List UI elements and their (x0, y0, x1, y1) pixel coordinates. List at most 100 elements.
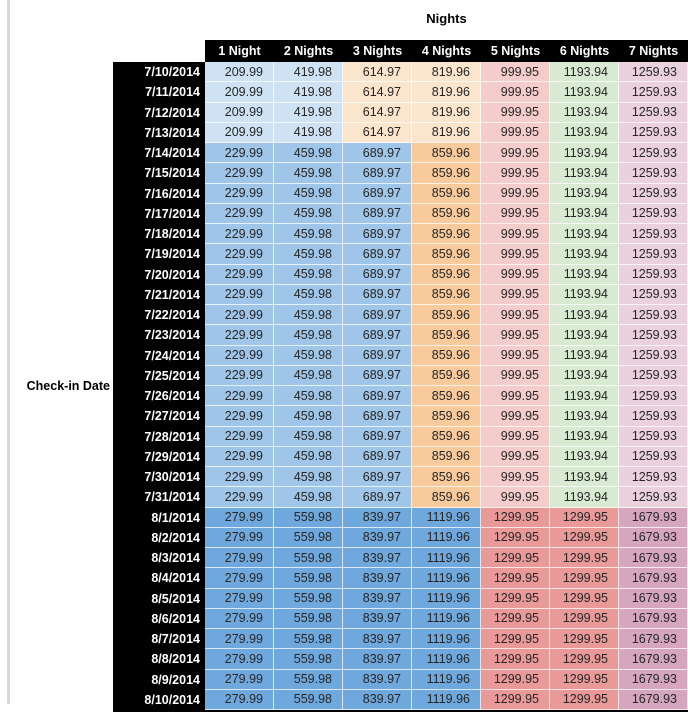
price-cell[interactable]: 1299.95 (481, 568, 550, 589)
price-cell[interactable]: 459.98 (274, 365, 343, 386)
price-cell[interactable]: 279.99 (205, 629, 274, 650)
price-cell[interactable]: 1679.93 (619, 629, 688, 650)
row-header-date[interactable]: 7/19/2014 (113, 244, 205, 265)
price-cell[interactable]: 279.99 (205, 689, 274, 710)
price-cell[interactable]: 819.96 (412, 122, 481, 143)
row-header-date[interactable]: 8/4/2014 (113, 568, 205, 589)
price-cell[interactable]: 1259.93 (619, 406, 688, 427)
price-cell[interactable]: 1679.93 (619, 689, 688, 710)
price-cell[interactable]: 999.95 (481, 122, 550, 143)
price-cell[interactable]: 999.95 (481, 82, 550, 103)
price-cell[interactable]: 689.97 (343, 345, 412, 366)
price-cell[interactable]: 1299.95 (550, 608, 619, 629)
row-header-date[interactable]: 7/21/2014 (113, 284, 205, 305)
row-header-date[interactable]: 7/15/2014 (113, 163, 205, 184)
price-cell[interactable]: 614.97 (343, 62, 412, 83)
price-cell[interactable]: 1193.94 (550, 143, 619, 164)
price-cell[interactable]: 209.99 (205, 62, 274, 83)
price-cell[interactable]: 459.98 (274, 487, 343, 508)
price-cell[interactable]: 839.97 (343, 568, 412, 589)
row-header-date[interactable]: 8/1/2014 (113, 507, 205, 528)
price-cell[interactable]: 1193.94 (550, 426, 619, 447)
price-cell[interactable]: 1299.95 (550, 588, 619, 609)
price-cell[interactable]: 999.95 (481, 365, 550, 386)
price-cell[interactable]: 839.97 (343, 507, 412, 528)
price-cell[interactable]: 459.98 (274, 386, 343, 407)
price-cell[interactable]: 839.97 (343, 548, 412, 569)
price-cell[interactable]: 1299.95 (550, 689, 619, 710)
price-cell[interactable]: 859.96 (412, 467, 481, 488)
price-cell[interactable]: 1193.94 (550, 305, 619, 326)
price-cell[interactable]: 229.99 (205, 406, 274, 427)
row-header-date[interactable]: 7/27/2014 (113, 406, 205, 427)
price-cell[interactable]: 1299.95 (550, 527, 619, 548)
price-cell[interactable]: 1259.93 (619, 244, 688, 265)
price-cell[interactable]: 859.96 (412, 163, 481, 184)
price-cell[interactable]: 459.98 (274, 426, 343, 447)
row-header-date[interactable]: 8/3/2014 (113, 548, 205, 569)
price-cell[interactable]: 1193.94 (550, 345, 619, 366)
price-cell[interactable]: 1679.93 (619, 527, 688, 548)
price-cell[interactable]: 859.96 (412, 284, 481, 305)
price-cell[interactable]: 279.99 (205, 568, 274, 589)
row-header-date[interactable]: 7/11/2014 (113, 82, 205, 103)
price-cell[interactable]: 459.98 (274, 183, 343, 204)
column-header-2-nights[interactable]: 2 Nights (274, 40, 343, 62)
price-cell[interactable]: 859.96 (412, 426, 481, 447)
price-cell[interactable]: 229.99 (205, 305, 274, 326)
price-cell[interactable]: 1193.94 (550, 284, 619, 305)
price-cell[interactable]: 1259.93 (619, 203, 688, 224)
price-cell[interactable]: 459.98 (274, 224, 343, 245)
price-cell[interactable]: 689.97 (343, 244, 412, 265)
price-cell[interactable]: 839.97 (343, 588, 412, 609)
price-cell[interactable]: 559.98 (274, 689, 343, 710)
price-cell[interactable]: 459.98 (274, 264, 343, 285)
price-cell[interactable]: 859.96 (412, 143, 481, 164)
price-cell[interactable]: 1679.93 (619, 649, 688, 670)
price-cell[interactable]: 819.96 (412, 82, 481, 103)
price-cell[interactable]: 1299.95 (481, 629, 550, 650)
price-cell[interactable]: 839.97 (343, 608, 412, 629)
price-cell[interactable]: 1299.95 (550, 649, 619, 670)
price-cell[interactable]: 999.95 (481, 224, 550, 245)
price-cell[interactable]: 209.99 (205, 82, 274, 103)
price-cell[interactable]: 229.99 (205, 244, 274, 265)
price-cell[interactable]: 1259.93 (619, 224, 688, 245)
row-header-date[interactable]: 8/5/2014 (113, 588, 205, 609)
price-cell[interactable]: 279.99 (205, 527, 274, 548)
price-cell[interactable]: 689.97 (343, 446, 412, 467)
price-cell[interactable]: 689.97 (343, 284, 412, 305)
price-cell[interactable]: 229.99 (205, 284, 274, 305)
price-cell[interactable]: 229.99 (205, 345, 274, 366)
price-cell[interactable]: 859.96 (412, 224, 481, 245)
price-cell[interactable]: 1299.95 (481, 548, 550, 569)
price-cell[interactable]: 1259.93 (619, 386, 688, 407)
row-header-date[interactable]: 8/10/2014 (113, 689, 205, 710)
price-cell[interactable]: 1299.95 (481, 649, 550, 670)
price-cell[interactable]: 689.97 (343, 203, 412, 224)
price-cell[interactable]: 1119.96 (412, 568, 481, 589)
price-cell[interactable]: 1259.93 (619, 143, 688, 164)
price-cell[interactable]: 859.96 (412, 386, 481, 407)
price-cell[interactable]: 1193.94 (550, 467, 619, 488)
price-cell[interactable]: 689.97 (343, 325, 412, 346)
price-cell[interactable]: 419.98 (274, 62, 343, 83)
row-header-date[interactable]: 7/24/2014 (113, 345, 205, 366)
price-cell[interactable]: 859.96 (412, 183, 481, 204)
price-cell[interactable]: 839.97 (343, 649, 412, 670)
row-header-date[interactable]: 8/6/2014 (113, 608, 205, 629)
column-header-1-night[interactable]: 1 Night (205, 40, 274, 62)
price-cell[interactable]: 1193.94 (550, 325, 619, 346)
price-cell[interactable]: 689.97 (343, 406, 412, 427)
price-cell[interactable]: 1259.93 (619, 426, 688, 447)
price-cell[interactable]: 1193.94 (550, 487, 619, 508)
price-cell[interactable]: 229.99 (205, 365, 274, 386)
row-header-date[interactable]: 8/9/2014 (113, 669, 205, 690)
row-header-date[interactable]: 7/30/2014 (113, 467, 205, 488)
row-header-date[interactable]: 7/12/2014 (113, 102, 205, 123)
price-cell[interactable]: 859.96 (412, 487, 481, 508)
price-cell[interactable]: 1259.93 (619, 102, 688, 123)
price-cell[interactable]: 689.97 (343, 487, 412, 508)
price-cell[interactable]: 459.98 (274, 203, 343, 224)
price-cell[interactable]: 1299.95 (550, 507, 619, 528)
